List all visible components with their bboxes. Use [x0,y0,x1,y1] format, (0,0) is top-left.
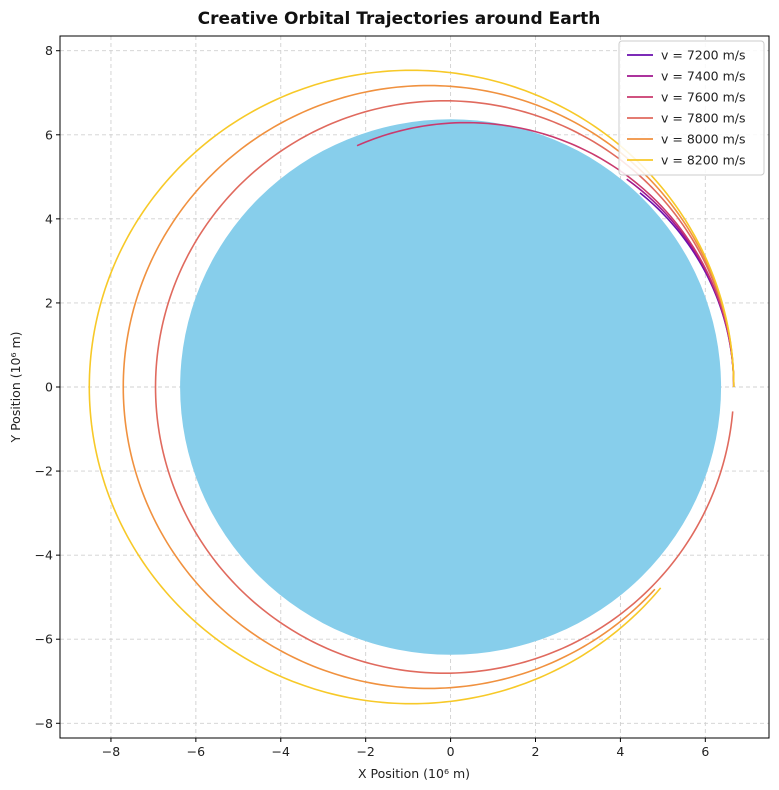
y-tick-label-3: −2 [35,464,53,479]
y-tick-label-7: 6 [45,127,53,142]
y-tick-label-2: −4 [35,548,53,563]
ticks: −8 −6 −4 −2 0 2 4 6 −8 −6 −4 −2 0 2 4 6 8 [35,43,710,759]
x-tick-label-4: 0 [447,744,455,759]
legend-label-0: v = 7200 m/s [661,48,746,63]
earth-disk [180,119,722,655]
legend: v = 7200 m/s v = 7400 m/s v = 7600 m/s v = … [618,40,765,176]
x-tick-label-1: −6 [187,744,205,759]
y-tick-label-1: −6 [35,632,53,647]
y-axis-title: Y Position (10⁶ m) [8,331,23,443]
x-tick-label-0: −8 [102,744,120,759]
y-tick-label-5: 2 [45,295,53,310]
x-tick-label-3: −2 [356,744,374,759]
y-tick-label-0: −8 [35,716,53,731]
legend-label-5: v = 8200 m/s [661,153,746,168]
legend-label-3: v = 7800 m/s [661,111,746,126]
x-tick-label-7: 6 [701,744,709,759]
chart-title: Creative Orbital Trajectories around Ear… [198,9,601,29]
legend-box [618,40,765,176]
x-tick-label-2: −4 [272,744,290,759]
x-tick-label-6: 4 [616,744,624,759]
orbit-series-3 [154,99,735,675]
x-axis-title: X Position (10⁶ m) [358,766,470,781]
x-tick-label-5: 2 [532,744,540,759]
earth-layer [180,119,722,655]
y-tick-label-6: 4 [45,211,53,226]
orbit-series-2 [356,121,735,388]
y-tick-label-4: 0 [45,380,53,395]
legend-label-1: v = 7400 m/s [661,69,746,84]
legend-label-2: v = 7600 m/s [661,90,746,105]
y-tick-label-8: 8 [45,43,53,58]
legend-label-4: v = 8000 m/s [661,132,746,147]
